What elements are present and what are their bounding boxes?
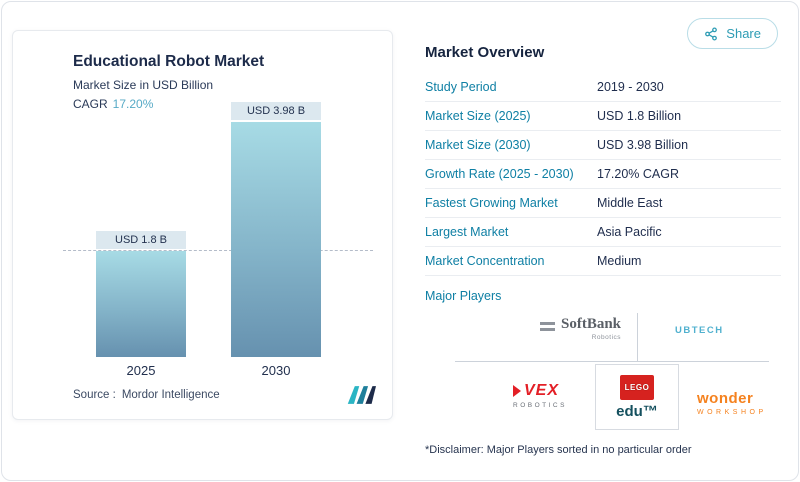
vex-sub: ROBOTICS xyxy=(513,402,567,409)
x-label-2025: 2025 xyxy=(126,363,156,378)
lego-education-logo: LEGO edu™ xyxy=(595,364,679,430)
row-label: Fastest Growing Market xyxy=(425,196,558,210)
chart-header: Educational Robot Market Market Size in … xyxy=(73,53,264,111)
chart-title: Educational Robot Market xyxy=(73,53,265,70)
softbank-sub: Robotics xyxy=(591,334,622,341)
mordor-intelligence-logo-icon xyxy=(347,386,376,404)
x-axis-labels: 2025 2030 xyxy=(63,363,373,381)
row-value: Medium xyxy=(597,254,642,268)
row-value: USD 1.8 Billion xyxy=(597,109,682,123)
table-row: Fastest Growing Market Middle East xyxy=(425,189,781,218)
source-text: Source : Mordor Intelligence xyxy=(73,389,220,401)
market-overview-panel: Market Overview Study Period 2019 - 2030… xyxy=(425,44,781,456)
table-row: Market Size (2025) USD 1.8 Billion xyxy=(425,102,781,131)
wonder-wordmark: wonder xyxy=(697,390,754,407)
disclaimer-text: *Disclaimer: Major Players sorted in no … xyxy=(425,444,692,456)
share-button[interactable]: Share xyxy=(687,18,778,49)
vex-wordmark: VEX xyxy=(524,382,560,399)
overview-title: Market Overview xyxy=(425,44,545,61)
chart-card: Educational Robot Market Market Size in … xyxy=(12,30,393,420)
bar-value-label-2030: USD 3.98 B xyxy=(231,102,321,120)
softbank-wordmark: SoftBank xyxy=(561,316,622,332)
table-row: Study Period 2019 - 2030 xyxy=(425,73,781,102)
vex-robotics-logo: VEX ROBOTICS xyxy=(513,383,567,409)
source-name: Mordor Intelligence xyxy=(121,389,220,401)
lego-tile-icon: LEGO xyxy=(620,375,654,400)
table-row: Market Concentration Medium xyxy=(425,247,781,276)
table-row: Market Size (2030) USD 3.98 Billion xyxy=(425,131,781,160)
bar-group-2030: USD 3.98 B xyxy=(231,97,321,357)
reference-line xyxy=(63,250,373,251)
major-players-diagram: SoftBank Robotics UBTECH VEX ROBOTICS LE… xyxy=(425,309,781,437)
overview-table: Study Period 2019 - 2030 Market Size (20… xyxy=(425,73,781,276)
bar-chart: USD 1.8 B USD 3.98 B xyxy=(63,97,373,357)
wonder-workshop-logo: wonder WORKSHOP xyxy=(697,391,767,416)
row-label: Largest Market xyxy=(425,225,509,239)
connector-horizontal-line xyxy=(455,361,769,362)
row-value: 17.20% CAGR xyxy=(597,167,679,181)
row-label: Study Period xyxy=(425,80,497,94)
vex-triangle-icon xyxy=(513,385,521,397)
share-label: Share xyxy=(726,26,761,41)
row-value: Asia Pacific xyxy=(597,225,662,239)
row-label: Market Size (2025) xyxy=(425,109,531,123)
share-icon xyxy=(705,27,718,40)
bar-2030 xyxy=(231,122,321,357)
cagr-label: CAGR xyxy=(73,97,108,111)
row-value: Middle East xyxy=(597,196,663,210)
row-value: 2019 - 2030 xyxy=(597,80,664,94)
major-players-label: Major Players xyxy=(425,289,502,303)
source-prefix: Source : xyxy=(73,389,116,401)
bar-2025 xyxy=(96,251,186,357)
row-label: Market Size (2030) xyxy=(425,138,531,152)
row-value: USD 3.98 Billion xyxy=(597,138,689,152)
source-row: Source : Mordor Intelligence xyxy=(73,386,376,404)
softbank-robotics-logo: SoftBank Robotics xyxy=(540,317,621,341)
lego-edu-wordmark: edu™ xyxy=(616,403,658,420)
chart-subtitle: Market Size in USD Billion xyxy=(73,78,214,92)
bar-value-label-2025: USD 1.8 B xyxy=(96,231,186,249)
ubtech-logo: UBTECH xyxy=(675,325,724,336)
row-label: Growth Rate (2025 - 2030) xyxy=(425,167,574,181)
connector-vertical-line xyxy=(637,313,638,361)
wonder-sub: WORKSHOP xyxy=(697,409,767,416)
table-row: Largest Market Asia Pacific xyxy=(425,218,781,247)
x-label-2030: 2030 xyxy=(261,363,291,378)
cagr-line: CAGR 17.20% xyxy=(73,97,264,111)
softbank-bars-icon xyxy=(540,317,555,334)
row-label: Market Concentration xyxy=(425,254,545,268)
table-row: Growth Rate (2025 - 2030) 17.20% CAGR xyxy=(425,160,781,189)
cagr-value: 17.20% xyxy=(112,97,154,111)
bar-group-2025: USD 1.8 B xyxy=(96,97,186,357)
